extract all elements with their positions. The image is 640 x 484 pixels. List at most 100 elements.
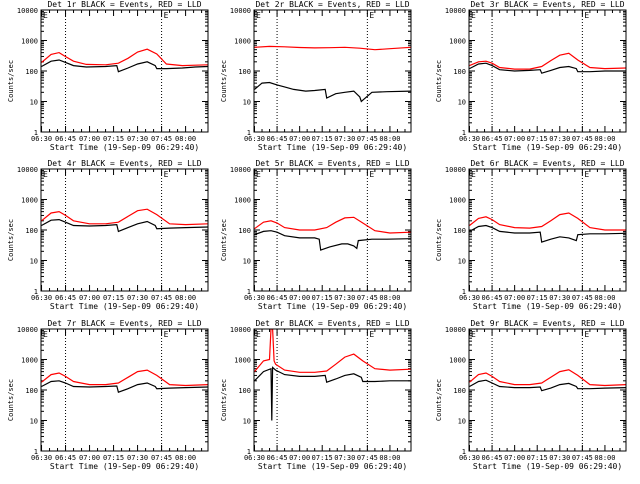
x-tick-label: 06:30 (244, 294, 265, 302)
x-tick-label: 08:00 (594, 294, 615, 302)
plot-frame (40, 328, 209, 452)
y-tick-label: 1000 (21, 357, 38, 365)
lld-series-line (41, 48, 208, 67)
x-tick-label: 07:30 (334, 135, 355, 143)
y-tick-label: 1 (34, 448, 38, 456)
lld-series-line (469, 212, 626, 231)
x-tick-label: 07:15 (312, 294, 333, 302)
y-tick-label: 10000 (230, 7, 251, 15)
x-tick-label: 07:45 (357, 294, 378, 302)
corner-mark-left: E (256, 330, 261, 339)
x-tick-label: 08:00 (175, 294, 196, 302)
x-tick-label: 06:45 (482, 454, 503, 462)
x-axis-label: Start Time (19-Sep-09 06:29:40) (50, 302, 199, 311)
x-tick-label: 07:15 (312, 454, 333, 462)
detector-panel-8: Det 8r BLACK = Events, RED = LLD 1 10 100 10… (220, 319, 412, 471)
x-tick-label: 07:00 (79, 294, 100, 302)
y-axis-label: Counts/sec (7, 379, 15, 421)
corner-mark-left: E (471, 170, 476, 179)
x-tick-label: 06:30 (31, 454, 52, 462)
y-tick-label: 1000 (234, 38, 251, 46)
corner-mark-left: E (256, 170, 261, 179)
corner-mark-right: E (369, 170, 374, 179)
panel-title: Det 6r BLACK = Events, RED = LLD (470, 159, 624, 168)
y-tick-label: 10000 (445, 7, 466, 15)
y-tick-label: 10000 (17, 326, 38, 334)
lld-series-line (254, 45, 411, 51)
panel-title: Det 4r BLACK = Events, RED = LLD (47, 159, 201, 168)
detector-panel-7: Det 7r BLACK = Events, RED = LLD 1 10 100 10… (7, 319, 209, 471)
corner-mark-right: E (369, 330, 374, 339)
x-tick-label: 07:30 (127, 294, 148, 302)
x-tick-label: 06:30 (244, 454, 265, 462)
y-tick-label: 10 (243, 258, 251, 266)
y-tick-label: 1000 (21, 197, 38, 205)
y-tick-label: 10000 (17, 7, 38, 15)
y-tick-label: 10000 (17, 166, 38, 174)
x-tick-label: 06:30 (244, 135, 265, 143)
x-tick-label: 06:30 (459, 294, 480, 302)
x-tick-label: 07:15 (103, 135, 124, 143)
x-axis-label: Start Time (19-Sep-09 06:29:40) (473, 143, 622, 152)
y-axis-label: Counts/sec (7, 60, 15, 102)
x-axis-label: Start Time (19-Sep-09 06:29:40) (473, 462, 622, 471)
events-series-line (469, 379, 626, 392)
y-tick-label: 1 (34, 288, 38, 296)
corner-mark-right: E (164, 330, 169, 339)
corner-mark-right: E (584, 170, 589, 179)
x-tick-label: 07:45 (151, 294, 172, 302)
corner-mark-left: E (43, 11, 48, 20)
x-tick-label: 07:45 (151, 135, 172, 143)
y-tick-label: 1 (247, 129, 251, 137)
y-tick-label: 10000 (230, 326, 251, 334)
x-tick-label: 07:00 (504, 294, 525, 302)
detector-panel-4: Det 4r BLACK = Events, RED = LLD 1 10 100 10… (7, 159, 209, 311)
y-tick-label: 10 (458, 99, 466, 107)
detector-panel-6: Det 6r BLACK = Events, RED = LLD 1 10 100 10… (435, 159, 627, 311)
x-tick-label: 07:15 (312, 135, 333, 143)
events-series-line (469, 224, 626, 243)
plot-frame (468, 328, 627, 452)
x-tick-label: 07:15 (527, 454, 548, 462)
y-tick-label: 10000 (445, 326, 466, 334)
x-tick-label: 07:00 (79, 135, 100, 143)
y-tick-label: 100 (238, 387, 251, 395)
x-tick-label: 07:15 (103, 294, 124, 302)
corner-mark-right: E (584, 330, 589, 339)
y-tick-label: 1 (247, 448, 251, 456)
y-tick-label: 1000 (234, 197, 251, 205)
x-tick-label: 08:00 (594, 135, 615, 143)
lld-series-line (469, 369, 626, 387)
detector-panel-2: Det 2r BLACK = Events, RED = LLD 1 10 100 10… (220, 0, 412, 152)
x-tick-label: 06:45 (267, 294, 288, 302)
x-tick-label: 07:45 (572, 135, 593, 143)
x-tick-label: 08:00 (379, 135, 400, 143)
plot-frame (253, 328, 412, 452)
detector-panel-1: Det 1r BLACK = Events, RED = LLD 1 10 100 10… (7, 0, 209, 152)
y-tick-label: 10000 (230, 166, 251, 174)
y-tick-label: 10 (30, 99, 38, 107)
y-tick-label: 1000 (21, 38, 38, 46)
x-tick-label: 07:30 (549, 454, 570, 462)
x-tick-label: 08:00 (379, 454, 400, 462)
lld-series-line (254, 216, 411, 234)
y-tick-label: 100 (238, 68, 251, 76)
lld-series-line (254, 329, 411, 373)
corner-mark-left: E (471, 11, 476, 20)
corner-mark-left: E (471, 330, 476, 339)
y-tick-label: 1 (247, 288, 251, 296)
x-tick-label: 06:45 (55, 454, 76, 462)
y-tick-label: 10 (243, 418, 251, 426)
x-tick-label: 07:00 (289, 294, 310, 302)
events-series-line (41, 59, 208, 73)
x-tick-label: 08:00 (594, 454, 615, 462)
y-tick-label: 100 (25, 387, 38, 395)
y-axis-label: Counts/sec (435, 219, 443, 261)
x-tick-label: 07:15 (527, 135, 548, 143)
x-axis-label: Start Time (19-Sep-09 06:29:40) (50, 462, 199, 471)
corner-mark-left: E (43, 330, 48, 339)
y-tick-label: 1000 (449, 357, 466, 365)
events-series-line (254, 81, 411, 103)
